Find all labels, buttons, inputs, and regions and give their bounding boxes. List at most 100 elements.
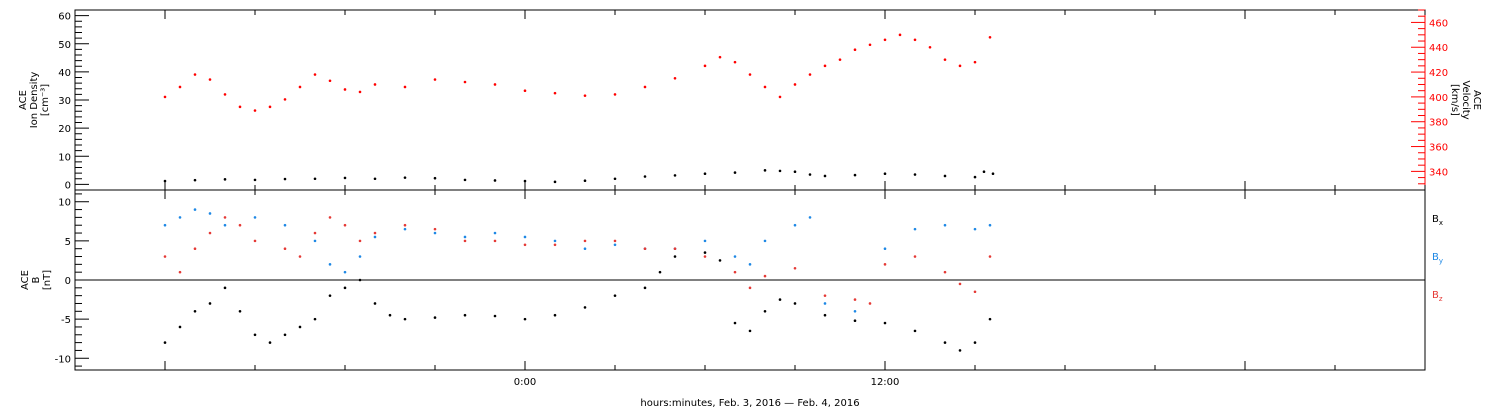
velocity-data-point xyxy=(238,105,242,109)
bx-data-point xyxy=(193,310,197,313)
by-data-point xyxy=(193,208,197,211)
density-data-point xyxy=(193,178,197,182)
bx-data-point xyxy=(823,313,827,317)
velocity-data-point xyxy=(838,58,842,61)
bx-data-point xyxy=(643,286,647,290)
by-data-point xyxy=(943,223,947,227)
bx-data-point xyxy=(763,310,767,313)
velocity-data-point xyxy=(613,93,617,96)
bx-data-point xyxy=(943,341,947,344)
bz-data-point xyxy=(193,247,197,250)
velocity-data-point xyxy=(928,45,932,49)
density-data-point xyxy=(553,180,557,184)
velocity-data-point xyxy=(988,36,992,39)
bx-data-point xyxy=(583,306,587,309)
bx-data-point xyxy=(673,255,677,258)
top-panel-frame xyxy=(74,9,1426,191)
bz-data-point xyxy=(793,266,797,270)
bz-data-point xyxy=(523,243,527,247)
bz-data-point xyxy=(283,247,287,250)
velocity-tick-label: 400 xyxy=(1429,93,1448,104)
bx-data-point xyxy=(223,286,227,290)
velocity-data-point xyxy=(778,95,782,99)
density-tick-label: 30 xyxy=(58,96,71,107)
density-tick-label: 60 xyxy=(58,12,71,23)
bx-data-point xyxy=(298,325,302,329)
b-tick-label: 5 xyxy=(65,237,71,248)
bx-data-point xyxy=(373,302,377,305)
top-panel-data xyxy=(163,33,995,184)
velocity-data-point xyxy=(733,60,737,64)
bx-data-point xyxy=(403,317,407,321)
by-data-point xyxy=(373,235,377,239)
by-data-point xyxy=(223,223,227,227)
bx-data-point xyxy=(988,317,992,321)
bz-data-point xyxy=(403,223,407,227)
velocity-data-point xyxy=(463,80,467,84)
b-axis-label-line1: ACE xyxy=(20,270,31,290)
density-axis-label-line3: [cm⁻³] xyxy=(40,84,51,116)
density-data-point xyxy=(643,175,647,178)
by-data-point xyxy=(328,263,332,266)
by-data-point xyxy=(463,235,467,239)
by-data-point xyxy=(403,227,407,231)
bz-data-point xyxy=(613,239,617,243)
bx-data-point xyxy=(613,294,617,297)
by-data-point xyxy=(763,239,767,243)
velocity-data-point xyxy=(358,90,362,94)
bx-data-point xyxy=(358,278,362,282)
velocity-data-point xyxy=(298,85,302,89)
bz-data-point xyxy=(763,274,767,278)
bx-data-point xyxy=(913,329,917,333)
bz-data-point xyxy=(358,239,362,243)
bz-data-point xyxy=(553,243,557,247)
by-data-point xyxy=(523,235,527,239)
b-axis-label-line2: B xyxy=(31,276,42,283)
velocity-data-point xyxy=(718,55,722,59)
density-tick-label: 0 xyxy=(65,180,71,191)
velocity-data-point xyxy=(823,64,827,68)
bz-data-point xyxy=(988,255,992,258)
bx-data-point xyxy=(268,341,272,344)
velocity-tick-label: 380 xyxy=(1429,118,1448,129)
bx-data-point xyxy=(433,316,437,319)
velocity-data-point xyxy=(163,95,167,99)
bx-data-point xyxy=(208,302,212,305)
bz-data-point xyxy=(328,216,332,219)
density-data-point xyxy=(808,173,812,176)
bx-data-point xyxy=(283,333,287,337)
bz-data-point xyxy=(943,270,947,274)
by-data-point xyxy=(748,263,752,266)
bx-data-point xyxy=(733,321,737,325)
bx-data-point xyxy=(523,317,527,321)
bx-data-point xyxy=(958,349,962,352)
bz-data-point xyxy=(868,302,872,305)
bx-data-point xyxy=(703,251,707,254)
bz-data-point xyxy=(373,231,377,235)
bx-data-point xyxy=(793,302,797,305)
bx-data-point xyxy=(658,270,662,274)
bz-legend-entry: Bz xyxy=(1432,290,1443,303)
density-data-point xyxy=(373,177,377,181)
bx-data-point xyxy=(883,321,887,325)
top-panel: 0 10 20 30 40 50 60 340 360 380 400 420 440 460 ACE … xyxy=(18,9,1482,191)
bz-data-point xyxy=(238,223,242,227)
density-data-point xyxy=(823,174,827,178)
velocity-data-point xyxy=(313,73,317,76)
velocity-data-point xyxy=(493,83,497,86)
time-tick-label: 12:00 xyxy=(871,377,900,388)
by-data-point xyxy=(358,255,362,258)
bz-data-point xyxy=(958,282,962,286)
velocity-data-point xyxy=(583,94,587,97)
velocity-data-point xyxy=(553,91,557,95)
density-axis-label: ACE Ion Density [cm⁻³] xyxy=(18,72,51,129)
density-data-point xyxy=(283,177,287,181)
bx-data-point xyxy=(163,341,167,344)
bottom-panel: -10 -5 0 5 10 ACE B [nT] Bx By Bz xyxy=(20,189,1443,371)
bx-data-point xyxy=(553,313,557,317)
velocity-data-point xyxy=(973,60,977,64)
by-data-point xyxy=(883,247,887,250)
velocity-data-point xyxy=(178,85,182,89)
bz-data-point xyxy=(163,255,167,258)
